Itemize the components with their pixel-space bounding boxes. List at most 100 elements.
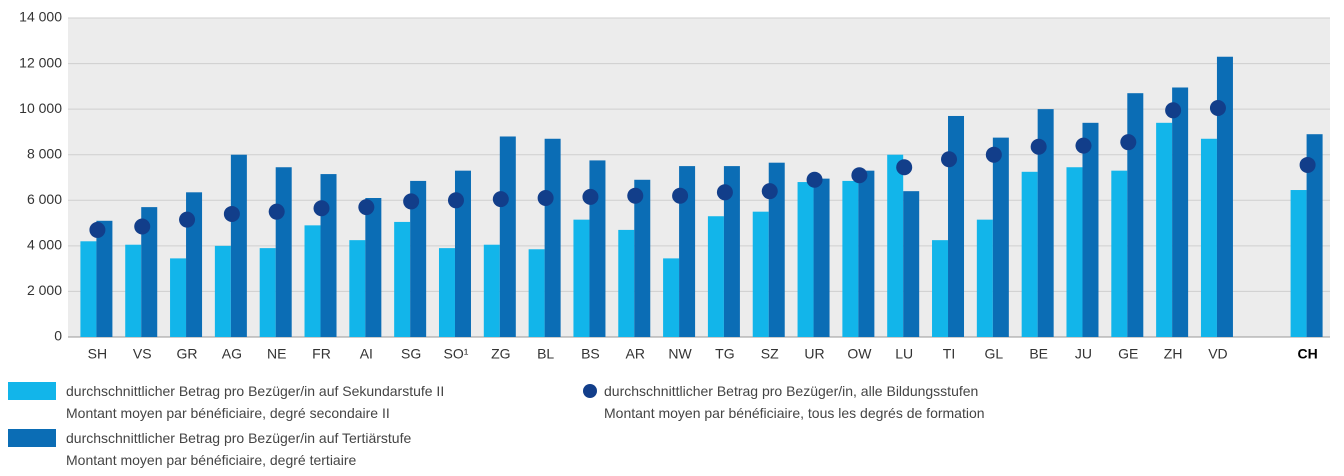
x-tick-label: ZH: [1164, 346, 1183, 362]
x-tick-label: AG: [222, 346, 242, 362]
x-tick-label: TI: [943, 346, 955, 362]
bar: [1172, 87, 1189, 337]
dot: [1209, 100, 1226, 117]
dot: [672, 187, 689, 204]
dot: [582, 188, 599, 205]
bar: [1290, 190, 1307, 337]
dot: [761, 183, 778, 200]
y-tick-label: 12 000: [19, 54, 62, 70]
bar: [752, 211, 769, 337]
bar: [230, 154, 247, 337]
bar: [903, 191, 920, 337]
bar: [1200, 138, 1217, 337]
dot: [447, 192, 464, 209]
bar: [663, 258, 680, 337]
bar: [992, 137, 1009, 337]
y-tick-label: 10 000: [19, 100, 62, 116]
bar: [589, 160, 606, 337]
y-tick-label: 0: [54, 328, 62, 344]
x-tick-label: SG: [401, 346, 421, 362]
bar: [1306, 134, 1323, 337]
dot: [268, 203, 285, 220]
bar: [528, 249, 545, 337]
x-tick-label: GL: [984, 346, 1003, 362]
y-tick-label: 2 000: [27, 282, 62, 298]
x-tick-label: UR: [804, 346, 824, 362]
dot: [492, 191, 509, 208]
bar: [499, 136, 516, 337]
bar: [948, 115, 965, 337]
bar: [454, 170, 471, 337]
x-tick-label: AI: [360, 346, 373, 362]
dot: [223, 205, 240, 222]
bar: [932, 240, 949, 337]
bar: [259, 248, 276, 337]
bar: [618, 229, 635, 337]
x-tick-label: SZ: [761, 346, 779, 362]
bar: [634, 179, 651, 337]
x-tick-label: NW: [668, 346, 692, 362]
bar: [1216, 56, 1233, 337]
bar: [797, 182, 814, 337]
bar: [1037, 109, 1054, 338]
bar: [125, 244, 142, 337]
dot: [179, 211, 196, 228]
x-tick-label: GR: [177, 346, 198, 362]
dot: [1075, 137, 1092, 154]
y-tick-label: 6 000: [27, 191, 62, 207]
bar: [544, 138, 561, 337]
bar: [887, 154, 904, 337]
legend-label: durchschnittlicher Betrag pro Bezüger/in…: [66, 383, 445, 421]
dot: [806, 171, 823, 188]
legend-swatch: [8, 382, 56, 400]
legend-swatch: [583, 384, 597, 398]
bar: [768, 162, 785, 337]
x-tick-label: SH: [88, 346, 107, 362]
x-tick-label: LU: [895, 346, 913, 362]
y-tick-label: 8 000: [27, 145, 62, 161]
x-tick-label: BL: [537, 346, 554, 362]
x-tick-label: CH: [1297, 346, 1317, 362]
dot: [537, 190, 554, 207]
x-tick-label: NE: [267, 346, 286, 362]
x-tick-label: TG: [715, 346, 734, 362]
bar: [1111, 170, 1128, 337]
dot: [985, 146, 1002, 163]
bar: [813, 178, 830, 337]
x-tick-label: BS: [581, 346, 600, 362]
bar: [573, 219, 590, 337]
dot: [313, 200, 330, 217]
bar: [858, 170, 875, 337]
bar: [842, 180, 859, 337]
bar: [304, 225, 321, 337]
x-tick-label: AR: [626, 346, 645, 362]
bar: [349, 240, 366, 337]
dot: [941, 151, 958, 168]
bar: [1021, 171, 1038, 337]
dot: [403, 193, 420, 210]
dot: [358, 199, 375, 216]
bar: [394, 221, 411, 337]
dot: [134, 218, 151, 235]
dot: [1165, 102, 1182, 119]
bar: [275, 167, 292, 337]
bar: [96, 220, 113, 337]
bar: [186, 192, 203, 337]
x-tick-label: VS: [133, 346, 152, 362]
dot: [89, 221, 106, 238]
dot: [851, 167, 868, 184]
x-tick-label: VD: [1208, 346, 1227, 362]
bar: [410, 180, 427, 337]
bar: [438, 248, 455, 337]
bar: [1127, 93, 1144, 337]
y-tick-label: 14 000: [19, 9, 62, 25]
bar: [723, 166, 740, 337]
x-tick-label: BE: [1029, 346, 1048, 362]
dot: [627, 187, 644, 204]
dot: [716, 184, 733, 201]
y-tick-label: 4 000: [27, 237, 62, 253]
x-tick-label: FR: [312, 346, 331, 362]
legend-label: durchschnittlicher Betrag pro Bezüger/in…: [66, 430, 412, 468]
bar: [483, 244, 500, 337]
